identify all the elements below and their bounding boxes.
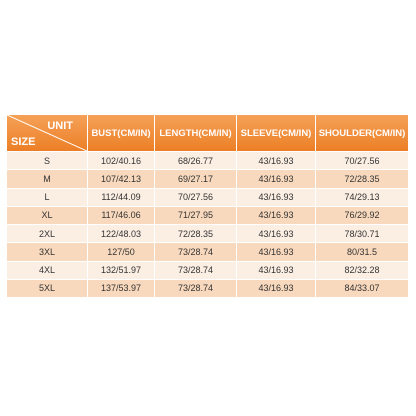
table-cell: 68/26.77 — [155, 152, 237, 171]
column-header: SHOULDER(CM/IN) — [316, 115, 409, 152]
table-cell: 137/53.97 — [88, 279, 155, 298]
size-cell: 5XL — [7, 279, 88, 298]
corner-cell: UNIT SIZE — [7, 115, 88, 152]
table-cell: 69/27.17 — [155, 170, 237, 189]
table-cell: 122/48.03 — [88, 225, 155, 244]
table-cell: 80/31.5 — [316, 243, 409, 262]
table-cell: 43/16.93 — [237, 170, 316, 189]
table-cell: 74/29.13 — [316, 188, 409, 207]
table-cell: 132/51.97 — [88, 261, 155, 280]
size-cell: 2XL — [7, 225, 88, 244]
table-cell: 72/28.35 — [316, 170, 409, 189]
table-cell: 107/42.13 — [88, 170, 155, 189]
table-cell: 76/29.92 — [316, 206, 409, 225]
table-cell: 43/16.93 — [237, 279, 316, 298]
table-cell: 78/30.71 — [316, 225, 409, 244]
size-table: UNIT SIZE BUST(CM/IN) LENGTH(CM/IN) SLEEVE… — [7, 115, 409, 298]
size-cell: XL — [7, 206, 88, 225]
table-cell: 73/28.74 — [155, 279, 237, 298]
table-cell: 43/16.93 — [237, 243, 316, 262]
size-cell: L — [7, 188, 88, 207]
diagonal — [7, 115, 87, 151]
table-cell: 102/40.16 — [88, 152, 155, 171]
table-cell: 43/16.93 — [237, 206, 316, 225]
table-cell: 43/16.93 — [237, 152, 316, 171]
size-cell: S — [7, 152, 88, 171]
column-header: BUST(CM/IN) — [88, 115, 155, 152]
table-cell: 127/50 — [88, 243, 155, 262]
size-cell: M — [7, 170, 88, 189]
table-cell: 82/32.28 — [316, 261, 409, 280]
table-cell: 43/16.93 — [237, 225, 316, 244]
unit-label: UNIT — [47, 120, 73, 132]
table-cell: 73/28.74 — [155, 261, 237, 280]
table-cell: 84/33.07 — [316, 279, 409, 298]
table-cell: 70/27.56 — [155, 188, 237, 207]
size-cell: 4XL — [7, 261, 88, 280]
table-cell: 73/28.74 — [155, 243, 237, 262]
size-label: SIZE — [11, 136, 36, 148]
table-cell: 43/16.93 — [237, 188, 316, 207]
column-header: LENGTH(CM/IN) — [155, 115, 237, 152]
table-cell: 70/27.56 — [316, 152, 409, 171]
table-cell: 71/27.95 — [155, 206, 237, 225]
size-cell: 3XL — [7, 243, 88, 262]
table-cell: 117/46.06 — [88, 206, 155, 225]
table-cell: 72/28.35 — [155, 225, 237, 244]
table-cell: 43/16.93 — [237, 261, 316, 280]
column-header: SLEEVE(CM/IN) — [237, 115, 316, 152]
table-cell: 112/44.09 — [88, 188, 155, 207]
